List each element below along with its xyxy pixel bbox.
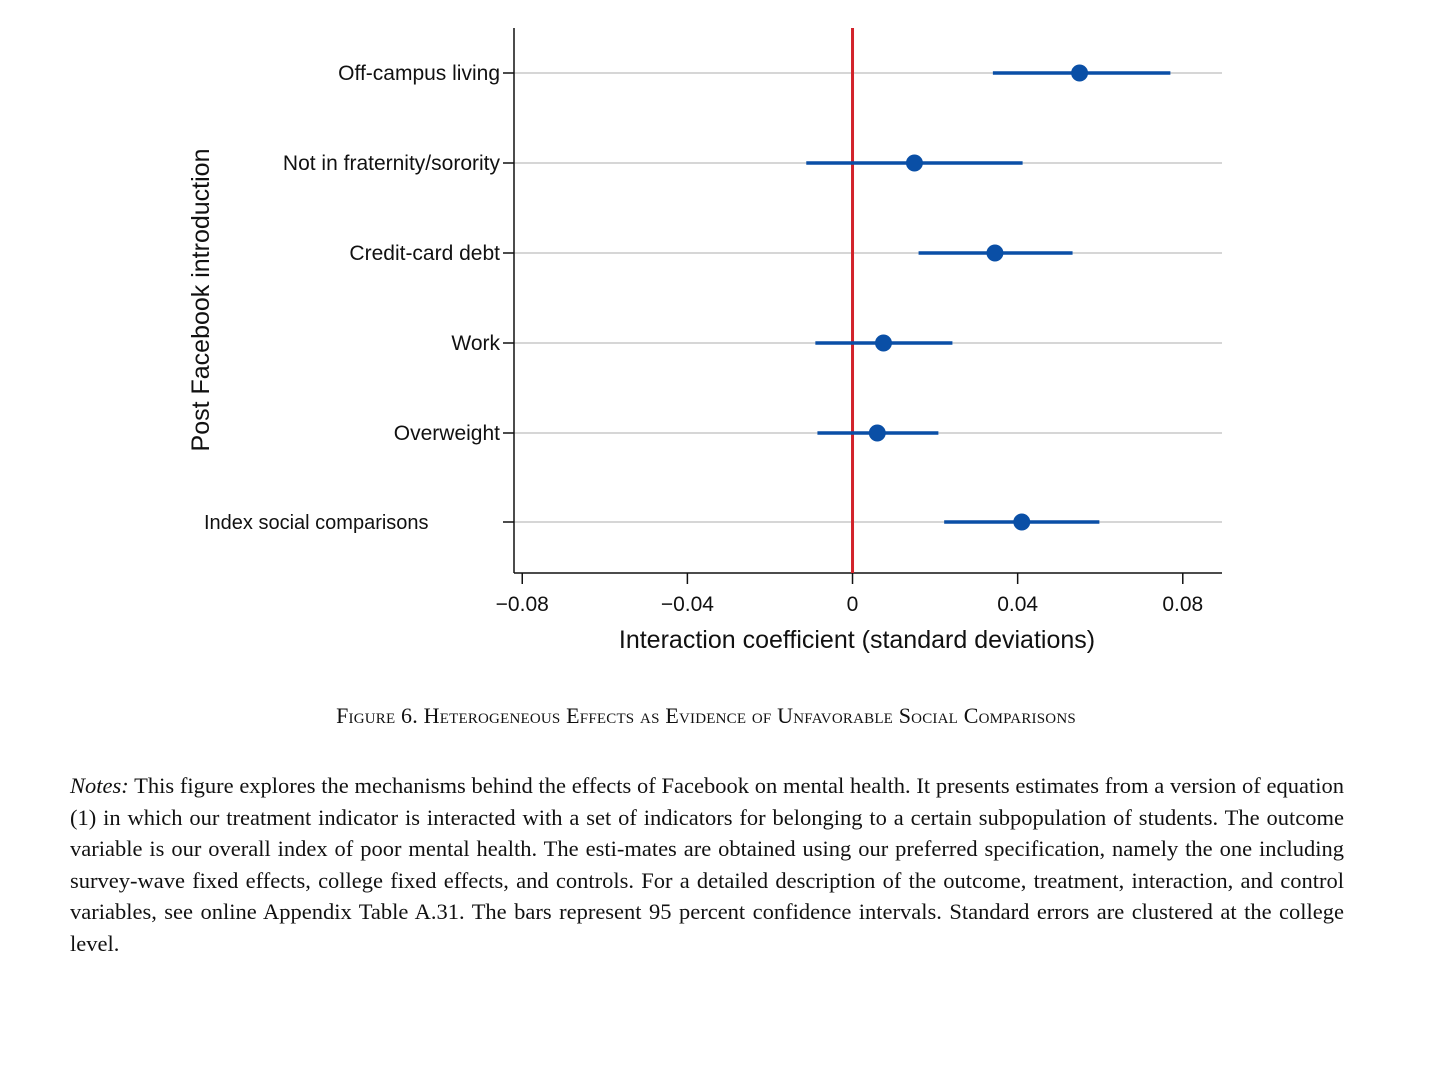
point-estimate xyxy=(905,154,923,172)
point-estimate xyxy=(1013,513,1031,531)
coefficient-chart: Off-campus living Not in fraternity/soror… xyxy=(187,28,1222,654)
x-tick-label: −0.08 xyxy=(496,593,549,616)
y-tick-label: Overweight xyxy=(394,422,500,445)
x-tick-label: 0 xyxy=(847,593,859,616)
y-tick-label: Index social comparisons xyxy=(204,512,429,534)
x-tick-label: −0.04 xyxy=(661,593,714,616)
point-estimate xyxy=(986,244,1004,262)
chart-svg: Off-campus living Not in fraternity/soror… xyxy=(187,28,1222,654)
figure-caption: Figure 6. Heterogeneous Effects as Evide… xyxy=(336,703,1076,728)
notes-body: This figure explores the mechanisms behi… xyxy=(70,773,1344,956)
y-tick-label: Credit-card debt xyxy=(349,242,500,265)
figure-notes: Notes: This figure explores the mechanis… xyxy=(70,770,1344,959)
point-estimate xyxy=(874,334,892,352)
point-estimate xyxy=(868,424,886,442)
x-tick-label: 0.04 xyxy=(997,593,1038,616)
x-axis-title: Interaction coefficient (standard deviat… xyxy=(619,626,1095,654)
point-estimate xyxy=(1071,64,1089,82)
y-tick-label: Not in fraternity/sorority xyxy=(283,152,501,175)
x-tick-label: 0.08 xyxy=(1162,593,1203,616)
notes-label: Notes: xyxy=(70,773,129,798)
y-axis-title: Post Facebook introduction xyxy=(187,149,215,452)
y-tick-label: Off-campus living xyxy=(338,62,500,85)
y-tick-label: Work xyxy=(451,332,500,355)
